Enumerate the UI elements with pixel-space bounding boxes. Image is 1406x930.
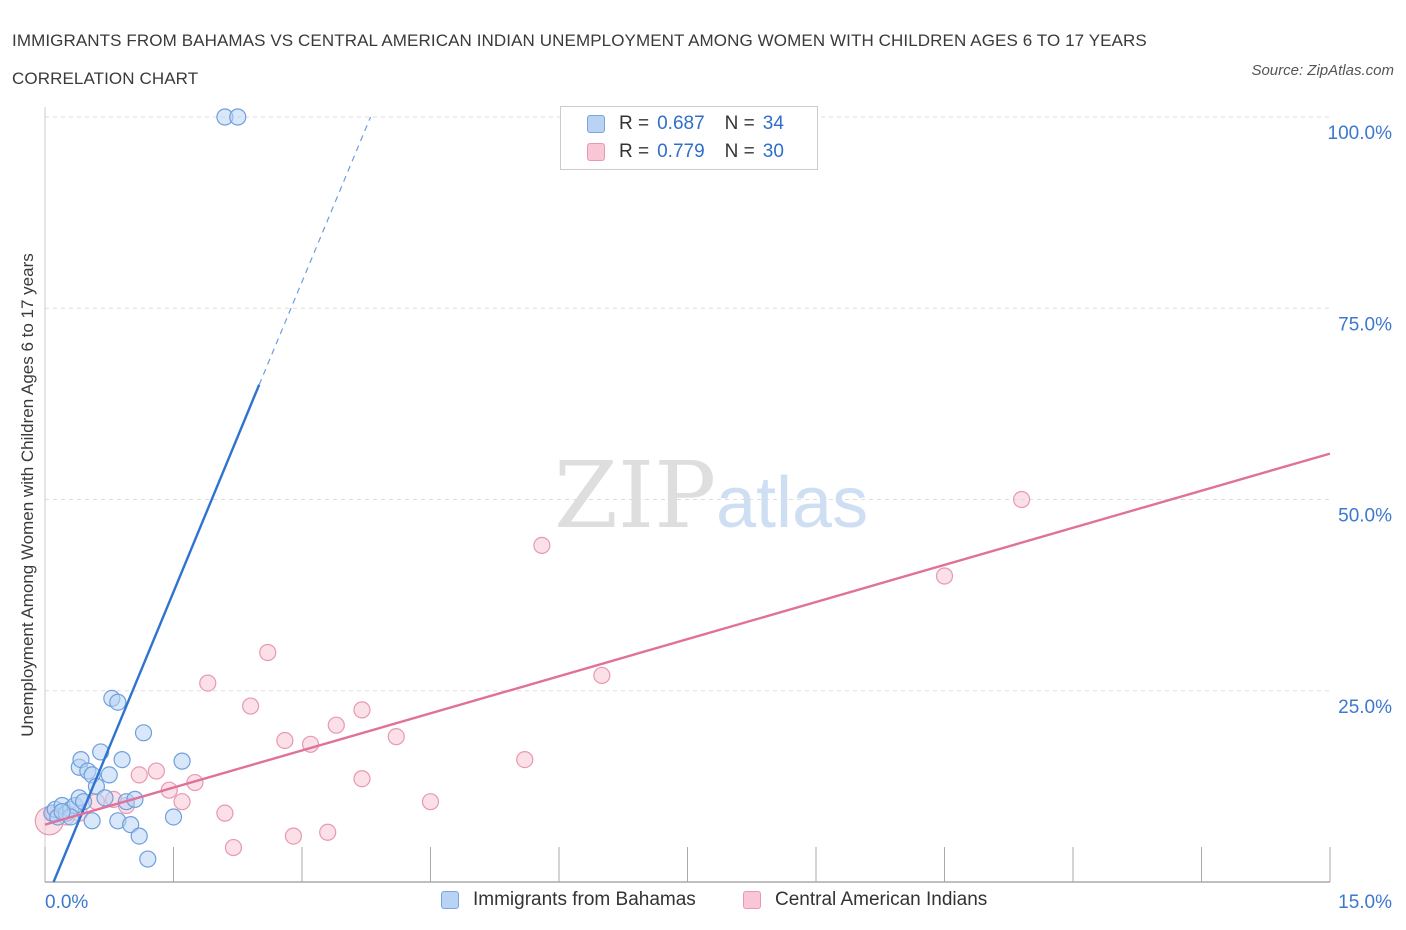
point-bahamas [173, 752, 191, 770]
point-central-american [259, 643, 277, 662]
y-axis-label: Unemployment Among Women with Children A… [18, 253, 37, 737]
point-central-american [173, 793, 191, 811]
trend-lines [44, 116, 1331, 883]
y-tick-label: 75.0% [1338, 314, 1392, 335]
point-central-american [1012, 490, 1031, 509]
point-central-american [216, 804, 234, 822]
legend-swatch-pink [587, 143, 605, 161]
legend-r-label: R = [619, 141, 650, 162]
legend-swatch-blue [587, 115, 605, 133]
x-tick-label: 0.0% [45, 892, 88, 913]
point-bahamas [122, 816, 140, 834]
point-central-american [147, 762, 165, 780]
legend-r-value: 0.687 [657, 113, 705, 134]
series-legend-label: Immigrants from Bahamas [473, 889, 696, 910]
point-bahamas [83, 812, 101, 830]
point-bahamas [96, 789, 114, 807]
point-bahamas [229, 108, 247, 126]
point-central-american [276, 731, 294, 750]
point-central-american [935, 567, 954, 585]
series-legend-central-american[interactable]: Central American Indians [743, 889, 987, 911]
legend-n-label: N = [724, 141, 755, 162]
point-central-american [353, 770, 371, 788]
point-bahamas [113, 750, 131, 769]
y-tick-label: 25.0% [1338, 697, 1392, 718]
trendline-bahamas [52, 384, 261, 883]
axis-ticks [44, 847, 1331, 882]
series-legend-label: Central American Indians [775, 889, 988, 910]
point-central-american [593, 666, 611, 685]
correlation-legend: R = 0.687 N = 34 R = 0.779 N = 30 [560, 106, 818, 170]
watermark-zip: ZIP [554, 442, 716, 549]
point-central-american [421, 793, 440, 811]
y-tick-label: 50.0% [1338, 506, 1392, 527]
point-central-american [387, 728, 405, 746]
point-central-american [284, 827, 303, 845]
trendline-bahamas-extension [258, 116, 372, 385]
y-tick-label: 100.0% [1328, 123, 1393, 144]
point-central-american [242, 697, 260, 715]
trendline-central-american [44, 452, 1331, 826]
legend-r-value: 0.779 [657, 141, 705, 162]
legend-row-central-american: R = 0.779 N = 30 [587, 140, 784, 164]
legend-n-label: N = [724, 113, 755, 134]
point-central-american [353, 701, 371, 719]
series-legend-bahamas[interactable]: Immigrants from Bahamas [441, 889, 696, 911]
legend-swatch-pink [743, 891, 761, 909]
axis-labels: 25.0% 50.0% 75.0% 100.0% 0.0% 15.0% [45, 123, 1392, 913]
point-central-american [327, 716, 345, 734]
watermark-atlas: atlas [716, 463, 868, 543]
legend-n-value: 30 [762, 141, 784, 162]
point-bahamas [139, 850, 157, 868]
point-central-american [130, 766, 148, 784]
legend-n-value: 34 [762, 113, 784, 134]
point-bahamas [130, 827, 148, 845]
point-central-american [516, 750, 534, 769]
legend-row-bahamas: R = 0.687 N = 34 [587, 112, 784, 136]
data-points [34, 108, 1031, 868]
legend-r-label: R = [619, 113, 650, 134]
point-bahamas [100, 766, 118, 784]
point-central-american [319, 823, 337, 841]
point-central-american [224, 838, 243, 857]
x-tick-label: 15.0% [1338, 892, 1392, 913]
chart-title: IMMIGRANTS FROM BAHAMAS VS CENTRAL AMERI… [12, 31, 1147, 88]
source-label: Source: ZipAtlas.com [1251, 62, 1394, 79]
point-bahamas [164, 808, 183, 826]
point-bahamas [109, 693, 127, 711]
legend-swatch-blue [441, 891, 459, 909]
point-central-american [533, 536, 551, 555]
point-central-american [199, 674, 217, 692]
point-bahamas [134, 724, 153, 742]
